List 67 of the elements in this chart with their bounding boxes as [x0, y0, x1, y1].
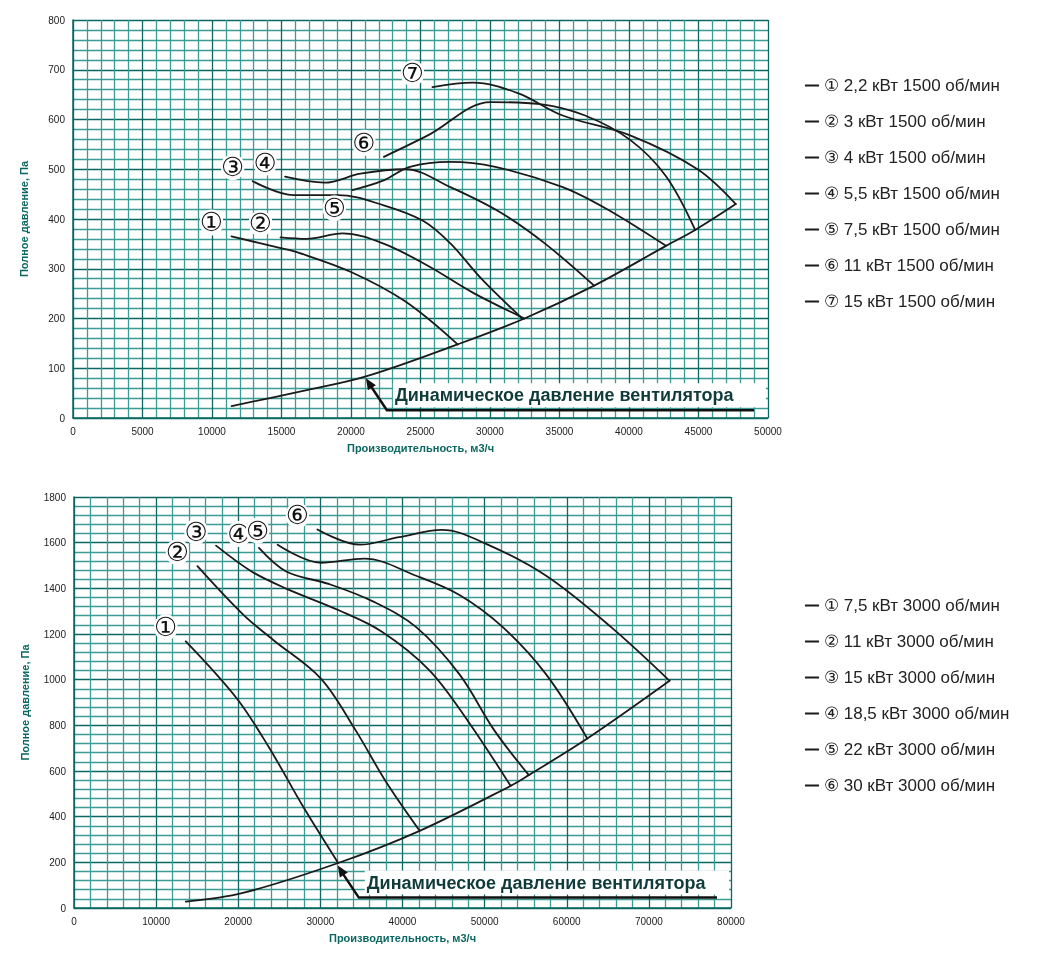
y-tick-label: 500 [48, 163, 66, 175]
y-axis-title: Полное давление, Па [18, 643, 31, 761]
annotation: Динамическое давление вентилятора [394, 385, 735, 406]
annotation: ④ [253, 147, 277, 178]
y-tick-label: 1200 [43, 628, 67, 640]
y-tick-label: 0 [60, 902, 67, 914]
x-tick-label: 20000 [224, 915, 253, 927]
legend-label: ④ 5,5 кВт 1500 об/мин [824, 184, 1000, 203]
y-tick-label: 1400 [43, 582, 67, 594]
legend-label: ① 7,5 кВт 3000 об/мин [824, 596, 1000, 615]
annotation: ⑥ [352, 127, 376, 158]
legend-label: ⑥ 11 кВт 1500 об/мин [824, 256, 994, 275]
y-tick-label: 400 [48, 213, 66, 225]
x-tick-label: 0 [71, 915, 78, 927]
legend-label: ⑦ 15 кВт 1500 об/мин [824, 292, 996, 311]
annotation: ⑦ [400, 58, 425, 89]
x-axis-title: Производительность, м3/ч [328, 931, 477, 944]
x-tick-label: 35000 [545, 425, 574, 437]
x-tick-label: 70000 [634, 915, 664, 927]
annotation: Динамическое давление вентилятора [366, 872, 707, 893]
x-tick-label: 80000 [717, 915, 746, 927]
y-tick-label: 700 [48, 64, 66, 76]
y-tick-label: 1600 [43, 537, 67, 549]
x-tick-label: 45000 [684, 425, 713, 437]
legend-label: ⑥ 30 кВт 3000 об/мин [824, 776, 996, 795]
x-tick-label: 15000 [267, 425, 296, 437]
y-tick-label: 200 [48, 313, 66, 324]
y-tick-label: 200 [49, 856, 67, 868]
y-tick-label: 1800 [43, 491, 67, 503]
legend-label: ④ 18,5 кВт 3000 об/мин [824, 704, 1010, 723]
x-tick-label: 50000 [754, 425, 783, 437]
annotation: ⑥ [285, 500, 310, 531]
y-tick-label: 100 [48, 362, 66, 374]
y-tick-label: 0 [59, 412, 66, 424]
x-tick-label: 40000 [615, 425, 644, 437]
annotation: ① [199, 207, 224, 238]
x-tick-label: 20000 [337, 425, 366, 437]
x-tick-label: 0 [70, 425, 77, 437]
annotation: ③ [221, 152, 245, 183]
y-tick-label: 800 [48, 14, 66, 26]
y-tick-label: 600 [48, 114, 66, 125]
annotation: ② [248, 208, 273, 239]
x-tick-label: 10000 [198, 425, 227, 437]
x-tick-label: 5000 [131, 425, 155, 437]
legend-label: ② 11 кВт 3000 об/мин [824, 632, 994, 651]
x-tick-label: 50000 [470, 915, 499, 927]
legend-label: ② 3 кВт 1500 об/мин [824, 112, 986, 131]
y-tick-label: 600 [49, 765, 67, 777]
y-tick-label: 300 [48, 263, 66, 275]
annotation: ① [154, 612, 178, 643]
legend-label: ③ 4 кВт 1500 об/мин [824, 148, 986, 167]
x-tick-label: 25000 [406, 425, 435, 437]
y-axis-title: Полное давление, Па [17, 160, 30, 278]
legend-label: ⑤ 7,5 кВт 1500 об/мин [824, 220, 1000, 239]
x-tick-label: 30000 [306, 915, 335, 927]
legend-label: ③ 15 кВт 3000 об/мин [824, 668, 996, 687]
y-tick-label: 400 [49, 811, 67, 823]
x-tick-label: 30000 [476, 425, 505, 437]
y-tick-label: 1000 [43, 674, 67, 686]
legend-label: ① 2,2 кВт 1500 об/мин [824, 76, 1000, 95]
x-tick-label: 10000 [142, 915, 171, 927]
x-tick-label: 60000 [552, 915, 582, 927]
x-tick-label: 40000 [388, 915, 417, 927]
y-tick-label: 800 [49, 719, 67, 731]
legend-label: ⑤ 22 кВт 3000 об/мин [824, 740, 996, 759]
x-axis-title: Производительность, м3/ч [346, 441, 495, 454]
annotation: ⑤ [322, 193, 347, 224]
